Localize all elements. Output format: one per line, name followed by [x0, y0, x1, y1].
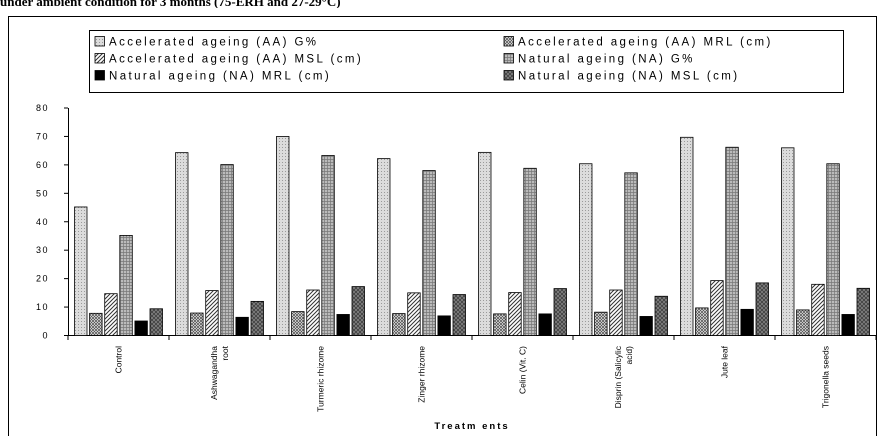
y-tick-label: 40 [36, 217, 49, 227]
legend-label-4: Natural ageing (NA) MRL (cm) [109, 71, 331, 83]
bar-series-1-cat-0 [89, 312, 103, 336]
bar-series-1-cat-6 [695, 307, 709, 336]
bar-series-5-cat-2 [351, 286, 365, 336]
y-tick-label: 70 [36, 131, 49, 141]
legend: Accelerated ageing (AA) G% Accelerated ag… [94, 36, 773, 83]
bar-series-1-cat-4 [493, 313, 507, 336]
bar-series-2-cat-3 [407, 292, 421, 336]
bar-series-0-cat-5 [579, 163, 593, 336]
y-tick-label: 80 [36, 103, 49, 113]
bar-series-5-cat-3 [452, 294, 466, 336]
category-label: Trigonella seeds [821, 346, 831, 408]
bar-series-1-cat-5 [594, 311, 608, 336]
legend-box [89, 30, 844, 93]
bar-series-5-cat-0 [149, 308, 163, 336]
bar-series-3-cat-6 [725, 146, 739, 336]
bar-series-0-cat-2 [276, 136, 290, 336]
bar-series-5-cat-6 [755, 282, 769, 336]
bar-series-3-cat-2 [321, 155, 335, 336]
bar-series-4-cat-6 [740, 308, 754, 336]
category-label: acid) [624, 346, 634, 365]
bar-series-0-cat-6 [680, 136, 694, 336]
bar-series-2-cat-5 [609, 289, 623, 336]
x-axis-ticks [67, 335, 877, 340]
bars [74, 136, 870, 336]
category-label: Control [114, 346, 124, 374]
bar-series-5-cat-4 [553, 288, 567, 336]
category-label: Zinger rhizome [417, 346, 427, 403]
legend-swatch-1 [503, 36, 514, 47]
bar-series-3-cat-1 [220, 164, 234, 336]
bar-series-2-cat-1 [205, 290, 219, 336]
bar-series-4-cat-2 [336, 314, 350, 336]
bar-series-4-cat-7 [841, 314, 855, 336]
bar-series-4-cat-3 [437, 315, 451, 336]
bar-series-2-cat-7 [811, 283, 825, 336]
legend-swatch-2 [94, 53, 105, 64]
legend-swatch-0 [94, 36, 105, 47]
legend-swatch-4 [94, 70, 105, 81]
bar-series-2-cat-2 [306, 289, 320, 336]
y-tick-label: 10 [36, 302, 49, 312]
bar-series-4-cat-5 [639, 316, 653, 336]
bar-series-3-cat-3 [422, 170, 436, 336]
bar-series-0-cat-7 [781, 147, 795, 336]
bar-series-3-cat-4 [523, 167, 537, 336]
bar-series-2-cat-4 [508, 292, 522, 336]
bar-series-1-cat-3 [392, 313, 406, 336]
bar-series-1-cat-2 [291, 311, 305, 336]
legend-label-2: Accelerated ageing (AA) MSL (cm) [109, 54, 363, 66]
category-label: Ashwagandha [209, 346, 219, 400]
y-tick-label: 30 [36, 245, 49, 255]
figure-caption: under ambient condition for 3 months (75… [0, 0, 341, 8]
bar-series-3-cat-5 [624, 172, 638, 336]
bar-series-4-cat-1 [235, 316, 249, 336]
bar-series-5-cat-7 [856, 287, 870, 336]
bar-series-4-cat-0 [134, 320, 148, 336]
bar-series-0-cat-4 [478, 151, 492, 336]
category-label: Jute leaf [720, 345, 730, 378]
category-label: Turmeric rhizome [316, 346, 326, 412]
y-tick-label: 50 [36, 188, 49, 198]
bar-series-5-cat-5 [654, 295, 668, 336]
y-axis-ticks: 0 10 20 30 40 50 60 70 80 [36, 103, 68, 341]
legend-label-3: Natural ageing (NA) G% [518, 54, 695, 66]
bar-series-3-cat-7 [826, 163, 840, 336]
bar-series-1-cat-7 [796, 309, 810, 336]
bar-series-0-cat-0 [74, 206, 88, 336]
bar-series-2-cat-6 [710, 280, 724, 336]
legend-swatch-5 [503, 70, 514, 81]
bar-series-5-cat-1 [250, 300, 264, 336]
bar-series-4-cat-4 [538, 313, 552, 336]
y-tick-label: 20 [36, 274, 49, 284]
bar-series-3-cat-0 [119, 234, 133, 336]
y-tick-label: 0 [42, 331, 49, 341]
category-label: root [220, 345, 230, 360]
bar-series-0-cat-1 [175, 152, 189, 336]
x-axis-title: Treatm ents [434, 421, 509, 432]
category-labels: Control Ashwagandha root Turmeric rhizome Zi… [114, 345, 831, 412]
legend-label-5: Natural ageing (NA) MSL (cm) [518, 71, 739, 83]
bar-series-2-cat-0 [104, 293, 118, 336]
bar-series-1-cat-1 [190, 312, 204, 336]
y-tick-label: 60 [36, 160, 49, 170]
category-label: Disprin (Salicylic [613, 345, 623, 408]
legend-label-0: Accelerated ageing (AA) G% [109, 37, 318, 49]
category-label: Celin (Vit. C) [518, 346, 528, 394]
bar-series-0-cat-3 [377, 158, 391, 336]
legend-label-1: Accelerated ageing (AA) MRL (cm) [518, 37, 773, 49]
legend-swatch-3 [503, 53, 514, 64]
